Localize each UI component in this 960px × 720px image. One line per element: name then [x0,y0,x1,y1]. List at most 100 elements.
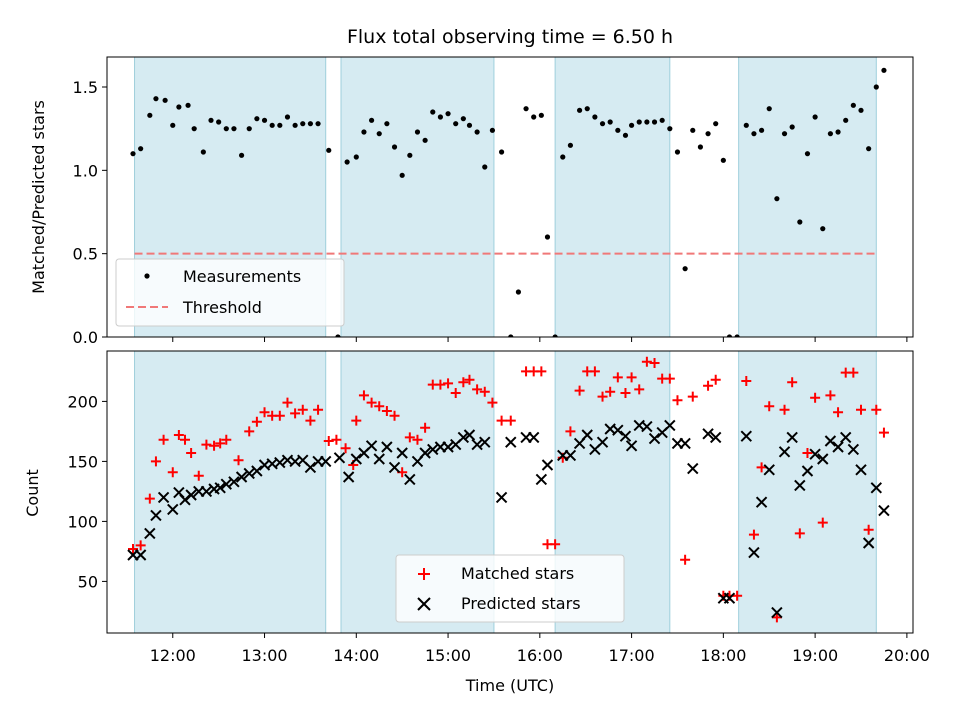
top-y-axis-label: Matched/Predicted stars [29,100,48,294]
bottom-series-1-point-18 [259,407,270,418]
top-series-1-point-25 [315,121,321,127]
x-tick-label-2: 13:00 [241,646,287,665]
bottom-series-1-point-24 [305,415,316,426]
top-series-1-point-69 [659,117,665,123]
top-axes-frame [106,56,914,338]
bottom-series-2-point-94 [878,504,890,517]
bottom-series-2-point-37 [404,473,416,486]
top-series-1-point-23 [300,121,306,127]
top-series-1-point-54 [544,234,551,240]
bottom-series-1-point-17 [251,416,262,427]
bottom-series-1-point-38 [412,434,423,445]
bottom-series-2-point-3 [144,527,156,540]
top-series-1-point-16 [246,126,252,132]
bottom-series-2-point-59 [596,436,609,448]
top-series-1-point-27 [335,334,341,337]
bottom-series-1-point-67 [641,356,652,367]
top-series-1-point-5 [162,97,168,103]
bottom-series-1-point-2 [135,540,146,551]
bottom-series-2-point-82 [786,431,798,444]
top-series-1-point-9 [191,126,197,132]
bottom-series-2-point-90 [847,443,860,456]
bottom-series-1-point-50 [505,415,516,426]
bottom-series-1-point-86 [794,528,805,539]
bottom-series-2-point-17 [243,467,255,480]
bottom-series-1-point-8 [180,434,190,445]
top-series-1-point-2 [138,146,144,152]
top-series-1-point-89 [812,114,818,120]
top-y-tick-label-3: 1.0 [73,161,98,180]
bottom-series-2-point-66 [648,432,661,445]
top-panel: 0.0 0.5 1.0 1.5 [73,56,914,347]
bottom-series-2-point-51 [527,431,540,444]
bottom-series-2-point-15 [228,476,240,488]
bottom-series-1-point-28 [340,443,351,454]
top-series-1-point-91 [827,131,834,137]
bottom-series-2-point-29 [342,471,355,483]
bottom-series-1-point-39 [420,422,431,433]
chart-title: Flux total observing time = 6.50 h [347,26,673,48]
top-series-1-point-14 [231,126,237,132]
top-series-1-point-87 [797,219,803,225]
top-series-1-point-79 [734,334,740,337]
bottom-series-1-point-15 [233,455,244,466]
bottom-series-1-point-27 [331,434,342,445]
bottom-series-1-point-72 [680,554,691,565]
top-series-1-point-58 [576,107,583,113]
top-series-1-point-46 [482,164,488,170]
bottom-series-2-point-14 [220,478,233,490]
bottom-series-1-point-22 [290,408,301,419]
bottom-series-1-point-9 [186,448,197,458]
bottom-series-2-point-42 [442,441,454,453]
bottom-shaded-interval-4 [738,350,877,634]
bottom-series-1-point-94 [856,404,866,415]
bottom-series-2-point-21 [274,456,286,469]
bottom-series-2-point-71 [687,462,699,475]
bottom-series-2-point-61 [612,424,624,436]
bottom-series-1-point-81 [756,462,767,473]
x-tick-label-6: 17:00 [609,646,655,665]
bottom-series-1-point-85 [787,377,798,388]
top-shaded-interval-3 [554,56,671,338]
bottom-series-1-point-60 [589,366,600,377]
x-tick-label-7: 18:00 [700,646,746,665]
top-series-1-point-21 [284,114,291,120]
top-series-1-point-24 [307,121,314,127]
bottom-y-tick-label-1: 50 [78,572,98,591]
bottom-series-2-point-45 [463,429,476,441]
bottom-axes-frame [106,350,914,634]
top-series-1-point-76 [713,121,719,127]
top-series-1-point-29 [353,154,359,160]
bottom-series-1-point-63 [612,372,623,383]
bottom-series-2-point-36 [396,447,408,459]
legend-threshold-label: Threshold [182,298,262,317]
top-series-1-point-63 [615,127,621,133]
bottom-series-2-point-4 [150,509,162,522]
top-series-1-point-4 [153,96,159,102]
bottom-series-1-point-47 [479,386,490,397]
bottom-series-1-point-34 [381,406,392,416]
bottom-series-1-point-87 [802,448,813,458]
top-series-1-point-72 [682,266,688,272]
bottom-series-1-point-32 [366,397,377,408]
top-series-1-point-35 [399,172,405,178]
top-legend: Measurements Threshold [115,258,345,327]
top-series-1-point-39 [430,109,436,115]
bottom-series-2-point-57 [581,429,593,441]
top-series-1-point-66 [636,119,642,125]
bottom-series-1-point-41 [435,379,446,390]
bottom-series-1-point-10 [193,470,204,481]
top-series-1-point-30 [361,129,367,135]
bottom-series-1-point-16 [244,426,255,437]
top-series-1-point-42 [453,121,459,127]
bottom-series-2-point-44 [457,431,470,444]
top-series-1-point-8 [185,102,191,108]
x-tick-label-8: 19:00 [792,646,838,665]
bottom-series-2-point-18 [251,465,263,477]
bottom-series-1-point-90 [825,390,836,401]
bottom-series-2-point-68 [664,419,676,432]
bottom-series-2-point-93 [870,482,883,494]
bottom-legend-box [395,554,625,623]
top-y-tick-label-4: 1.5 [73,78,98,97]
top-series-1-point-37 [414,129,421,135]
